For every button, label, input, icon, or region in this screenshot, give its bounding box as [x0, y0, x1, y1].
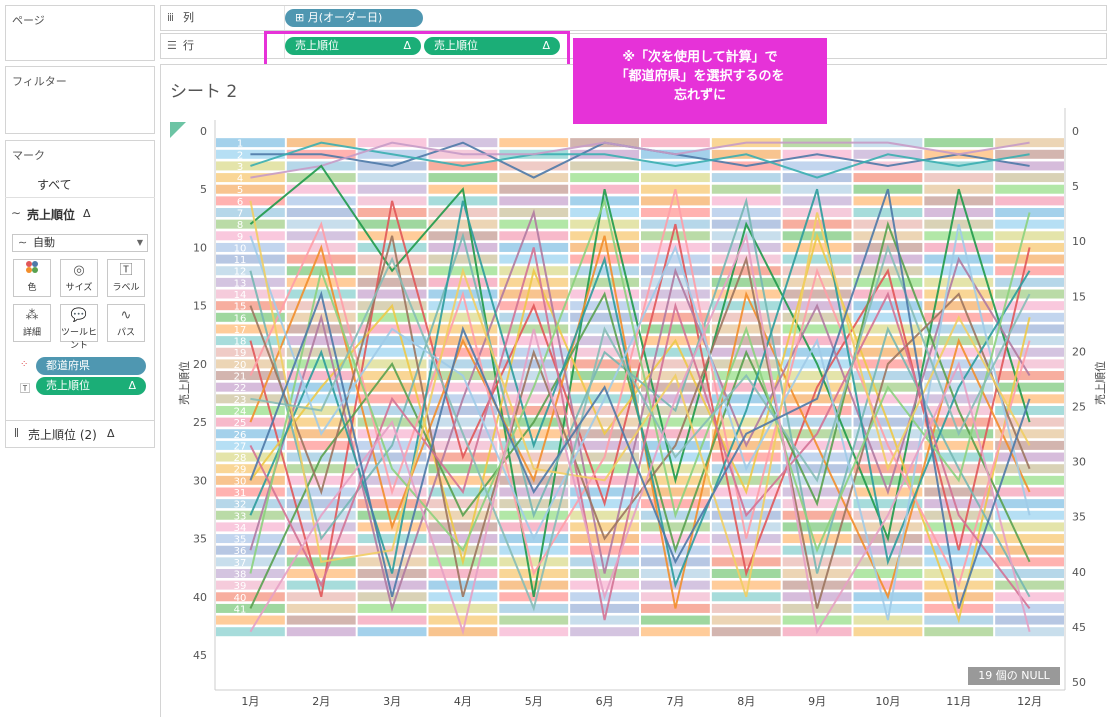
chevron-down-icon: ▼ [136, 238, 143, 247]
delta-icon: Δ [107, 427, 115, 440]
annotation-callout: ※「次を使用して計算」で 「都道府県」を選択するのを 忘れずに [573, 38, 827, 124]
columns-icon: ⅲ [167, 11, 175, 24]
rows-shelf-label: ☰ 行 [161, 34, 285, 58]
y-axis-left-label: 売上順位 [178, 361, 191, 405]
line-icon: ∼ [11, 206, 22, 220]
sheet-area [160, 64, 1107, 717]
path-icon: ∿ [120, 308, 132, 323]
mark-pill-sales-rank-label: 売上順位 [46, 379, 90, 392]
annotation-line-1: ※「次を使用して計算」で [622, 50, 778, 65]
color-icon: ⁘ [20, 359, 29, 370]
size-button-label: サイズ [65, 283, 93, 293]
second-measure-panel[interactable]: ǁ 売上順位 (2) Δ [5, 420, 155, 448]
marks-title: マーク [12, 149, 45, 162]
marks-all-row[interactable]: すべて [5, 176, 155, 194]
columns-pill-label: 月(オーダー日) [307, 11, 383, 24]
filters-panel[interactable]: フィルター [5, 66, 155, 134]
color-button-label: 色 [27, 283, 37, 293]
size-icon: ◎ [73, 263, 85, 278]
rows-icon: ☰ [167, 39, 177, 52]
line-icon: ∼ [18, 236, 28, 249]
label-icon: 🅃 [20, 384, 30, 395]
filters-title: フィルター [12, 75, 67, 88]
color-button[interactable]: 色 [13, 259, 51, 297]
detail-icon: ⁂ [25, 308, 39, 323]
null-count-badge[interactable]: 19 個の NULL [968, 667, 1060, 685]
annotation-line-2: 「都道府県」を選択するのを [615, 69, 785, 84]
divider [5, 197, 155, 198]
plus-icon: ⊞ [295, 11, 308, 24]
path-button[interactable]: ∿ パス [107, 304, 145, 342]
path-button-label: パス [116, 328, 135, 338]
bar-icon: ǁ [14, 427, 19, 438]
detail-button-label: 詳細 [22, 328, 41, 338]
mark-type-dropdown[interactable]: ∼ 自動 ▼ [12, 234, 148, 252]
delta-icon: Δ [83, 207, 91, 220]
tooltip-icon: 💬 [70, 308, 88, 323]
marks-measure-row[interactable]: ∼ 売上順位 Δ [5, 206, 155, 224]
tooltip-button[interactable]: 💬 ツールヒント [60, 304, 98, 351]
rows-pill-label-1: 売上順位 [295, 39, 339, 52]
delta-icon: Δ [542, 39, 550, 52]
tooltip-button-label: ツールヒント [61, 328, 98, 351]
delta-icon: Δ [403, 39, 411, 52]
size-button[interactable]: ◎ サイズ [60, 259, 98, 297]
rows-shelf[interactable]: ☰ 行 売上順位 Δ 売上順位 Δ [160, 33, 1107, 59]
rows-pill-sales-rank-1[interactable]: 売上順位 Δ [285, 37, 421, 55]
y-axis-right-label: 売上順位 [1094, 361, 1107, 405]
pages-panel[interactable]: ページ [5, 5, 155, 61]
mark-pill-prefecture[interactable]: 都道府県 [36, 357, 146, 375]
mark-pill-sales-rank[interactable]: 売上順位 Δ [36, 377, 146, 395]
rows-pill-sales-rank-2[interactable]: 売上順位 Δ [424, 37, 560, 55]
label-icon: 🅃 [119, 263, 133, 278]
label-button[interactable]: 🅃 ラベル [107, 259, 145, 297]
marks-all-label: すべて [37, 178, 72, 192]
rows-pill-label-2: 売上順位 [434, 39, 478, 52]
pages-title: ページ [12, 14, 45, 27]
columns-label: 列 [183, 11, 194, 24]
columns-pill-month[interactable]: ⊞ 月(オーダー日) [285, 9, 423, 27]
sheet-title: シート 2 [170, 82, 238, 102]
rows-label: 行 [183, 39, 194, 52]
detail-button[interactable]: ⁂ 詳細 [13, 304, 51, 342]
marks-measure-label: 売上順位 [27, 208, 76, 222]
label-button-label: ラベル [112, 283, 140, 293]
mark-pill-prefecture-label: 都道府県 [46, 359, 90, 372]
delta-icon: Δ [128, 379, 136, 392]
annotation-line-3: 忘れずに [673, 88, 726, 103]
mark-type-value: 自動 [33, 236, 55, 249]
color-icon [14, 260, 50, 280]
second-measure-label: 売上順位 (2) [28, 428, 97, 442]
